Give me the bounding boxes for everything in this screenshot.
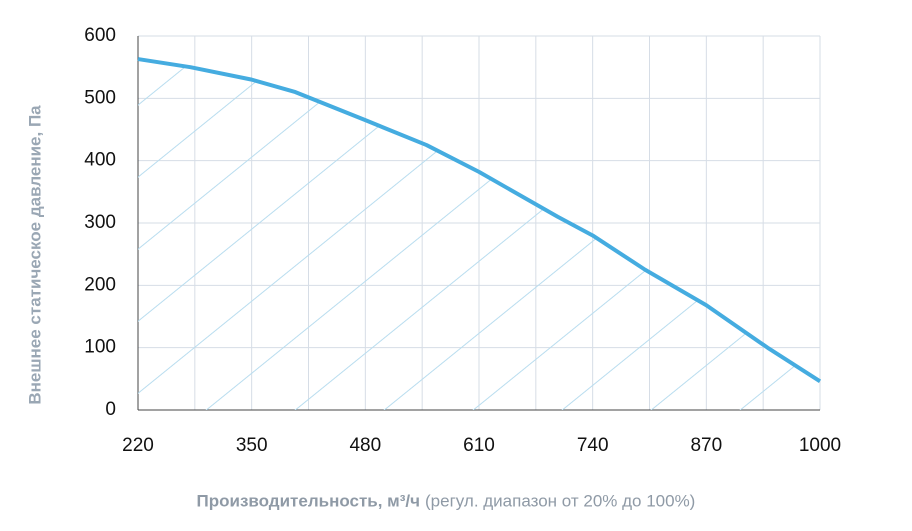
x-tick-label: 480 xyxy=(349,435,381,456)
x-tick-label: 220 xyxy=(122,435,154,456)
x-tick-label: 870 xyxy=(690,435,722,456)
y-tick-label: 0 xyxy=(105,399,116,420)
y-tick-label: 200 xyxy=(84,274,116,295)
x-axis-label: Производительность, м³/ч xyxy=(197,491,420,510)
x-tick-label: 610 xyxy=(463,435,495,456)
y-tick-label: 400 xyxy=(84,150,116,171)
y-axis-label: Внешнее статическое давление, Па xyxy=(25,105,44,405)
curve xyxy=(137,57,822,384)
y-tick-label: 500 xyxy=(84,87,116,108)
y-tick-label: 600 xyxy=(84,25,116,46)
y-tick-label: 300 xyxy=(84,212,116,233)
x-tick-label: 740 xyxy=(577,435,609,456)
y-tick-label: 100 xyxy=(84,337,116,358)
x-axis-note: (регул. диапазон от 20% до 100%) xyxy=(425,491,695,510)
x-tick-label: 1000 xyxy=(799,435,841,456)
x-tick-label: 350 xyxy=(236,435,268,456)
